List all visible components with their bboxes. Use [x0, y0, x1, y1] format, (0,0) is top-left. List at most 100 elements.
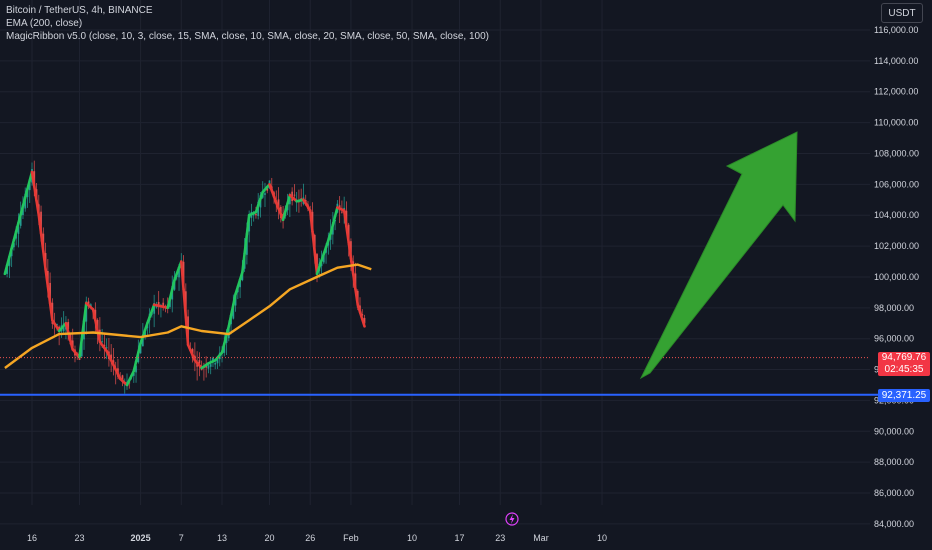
candle-body: [101, 341, 104, 343]
x-tick-label: 13: [217, 533, 227, 543]
ribbon-segment: [342, 209, 348, 228]
candle-body: [200, 369, 203, 371]
ribbon-segment: [243, 232, 249, 255]
ribbon-segment: [229, 303, 235, 317]
x-tick-label: 20: [265, 533, 275, 543]
ribbon-segment: [3, 264, 9, 276]
ribbon-segment: [281, 210, 287, 222]
y-tick-label: 100,000.00: [874, 272, 919, 282]
x-tick-label: 10: [407, 533, 417, 543]
ribbon-segment: [39, 231, 45, 253]
y-tick-label: 90,000.00: [874, 426, 914, 436]
candle-body: [135, 365, 137, 373]
ribbon-segment: [46, 284, 52, 305]
ribbon-segment: [232, 292, 237, 307]
ribbon-segment: [12, 230, 18, 242]
x-tick-label: 17: [455, 533, 465, 543]
x-tick-label: 10: [597, 533, 607, 543]
y-tick-label: 96,000.00: [874, 334, 914, 344]
y-tick-label: 86,000.00: [874, 488, 914, 498]
candle-body: [214, 363, 217, 365]
ribbon-segment: [220, 342, 226, 354]
candle-body: [155, 306, 158, 308]
y-tick-label: 104,000.00: [874, 210, 919, 220]
candle-body: [17, 226, 20, 234]
time-axis[interactable]: 16 23 2025 7 13 20 26 Feb 10 17 23 Mar 10: [27, 533, 607, 543]
candle-body: [19, 214, 22, 226]
ribbon-segment: [311, 230, 317, 255]
candle-body: [293, 194, 296, 196]
candle-body: [67, 322, 70, 330]
candle-body: [223, 345, 226, 353]
y-tick-label: 114,000.00: [874, 56, 918, 66]
price-axis[interactable]: 84,000.0086,000.0088,000.0090,000.0092,0…: [874, 25, 919, 529]
symbol-title[interactable]: Bitcoin / TetherUS, 4h, BINANCE: [6, 5, 153, 16]
projection-arrow[interactable]: [639, 131, 798, 380]
ribbon-segment: [32, 185, 38, 203]
x-tick-label: Feb: [343, 533, 359, 543]
ribbon-segment: [313, 251, 319, 276]
ribbon-segment: [35, 199, 41, 217]
ribbon-segment: [48, 301, 54, 322]
candle-body: [264, 193, 266, 195]
y-tick-label: 112,000.00: [874, 87, 918, 97]
candle-body: [340, 211, 343, 213]
ribbon-segment: [82, 301, 88, 323]
ribbon-segment: [94, 318, 99, 333]
candle-body: [28, 181, 31, 191]
y-tick-label: 102,000.00: [874, 241, 919, 251]
ribbon-segment: [245, 213, 251, 236]
ema-indicator-label[interactable]: EMA (200, close): [6, 18, 83, 29]
grid: [0, 0, 870, 525]
currency-button[interactable]: USDT: [881, 3, 923, 23]
ribbon-segment: [331, 214, 337, 227]
ribbon-segment: [241, 251, 246, 274]
ribbon-segment: [80, 319, 86, 341]
ribbon-indicator-label[interactable]: MagicRibbon v5.0 (close, 10, 3, close, 1…: [6, 31, 489, 42]
y-tick-label: 88,000.00: [874, 457, 914, 467]
ribbon-segment: [227, 314, 233, 328]
candle-body: [157, 302, 160, 305]
candle-body: [216, 359, 219, 364]
ribbon-segment: [69, 339, 75, 351]
ribbon-segment: [10, 238, 16, 250]
candle-body: [300, 198, 303, 200]
ribbon-segment: [37, 213, 43, 235]
candle-body: [198, 360, 201, 364]
ribbon-segment: [91, 308, 97, 322]
candle-body: [363, 317, 366, 324]
candle-body: [103, 344, 106, 347]
candle-body: [255, 214, 257, 216]
ribbon-segment: [17, 213, 22, 225]
x-tick-label: 23: [495, 533, 505, 543]
candle-body: [207, 365, 210, 369]
ribbon-segment: [351, 272, 357, 291]
x-tick-label: 23: [74, 533, 84, 543]
candle-body: [55, 323, 58, 326]
ribbon-segment: [354, 287, 360, 307]
chart-legend: Bitcoin / TetherUS, 4h, BINANCE EMA (200…: [6, 4, 489, 43]
candle-body: [105, 347, 108, 349]
candle-body: [234, 295, 237, 306]
x-tick-label: 26: [305, 533, 315, 543]
candle-body: [277, 199, 280, 211]
support-level-tag: 92,371.25: [878, 388, 930, 402]
last-price-tag: 94,769.76 02:45:35: [878, 351, 930, 376]
candle-body: [178, 268, 180, 278]
ribbon-segment: [222, 333, 228, 346]
ribbon-segment: [64, 321, 70, 334]
ribbon-segment: [329, 223, 335, 236]
lightning-event-icon[interactable]: [505, 512, 519, 526]
candle-body: [87, 301, 90, 305]
candle-body: [322, 253, 325, 263]
ribbon-segment: [14, 221, 20, 233]
bar-countdown: 02:45:35: [884, 363, 924, 375]
y-tick-label: 116,000.00: [874, 25, 918, 35]
candle-body: [209, 364, 212, 367]
y-tick-label: 110,000.00: [874, 118, 918, 128]
candle-body: [266, 188, 269, 191]
x-tick-label: 2025: [131, 533, 151, 543]
ribbon-segment: [5, 255, 11, 267]
